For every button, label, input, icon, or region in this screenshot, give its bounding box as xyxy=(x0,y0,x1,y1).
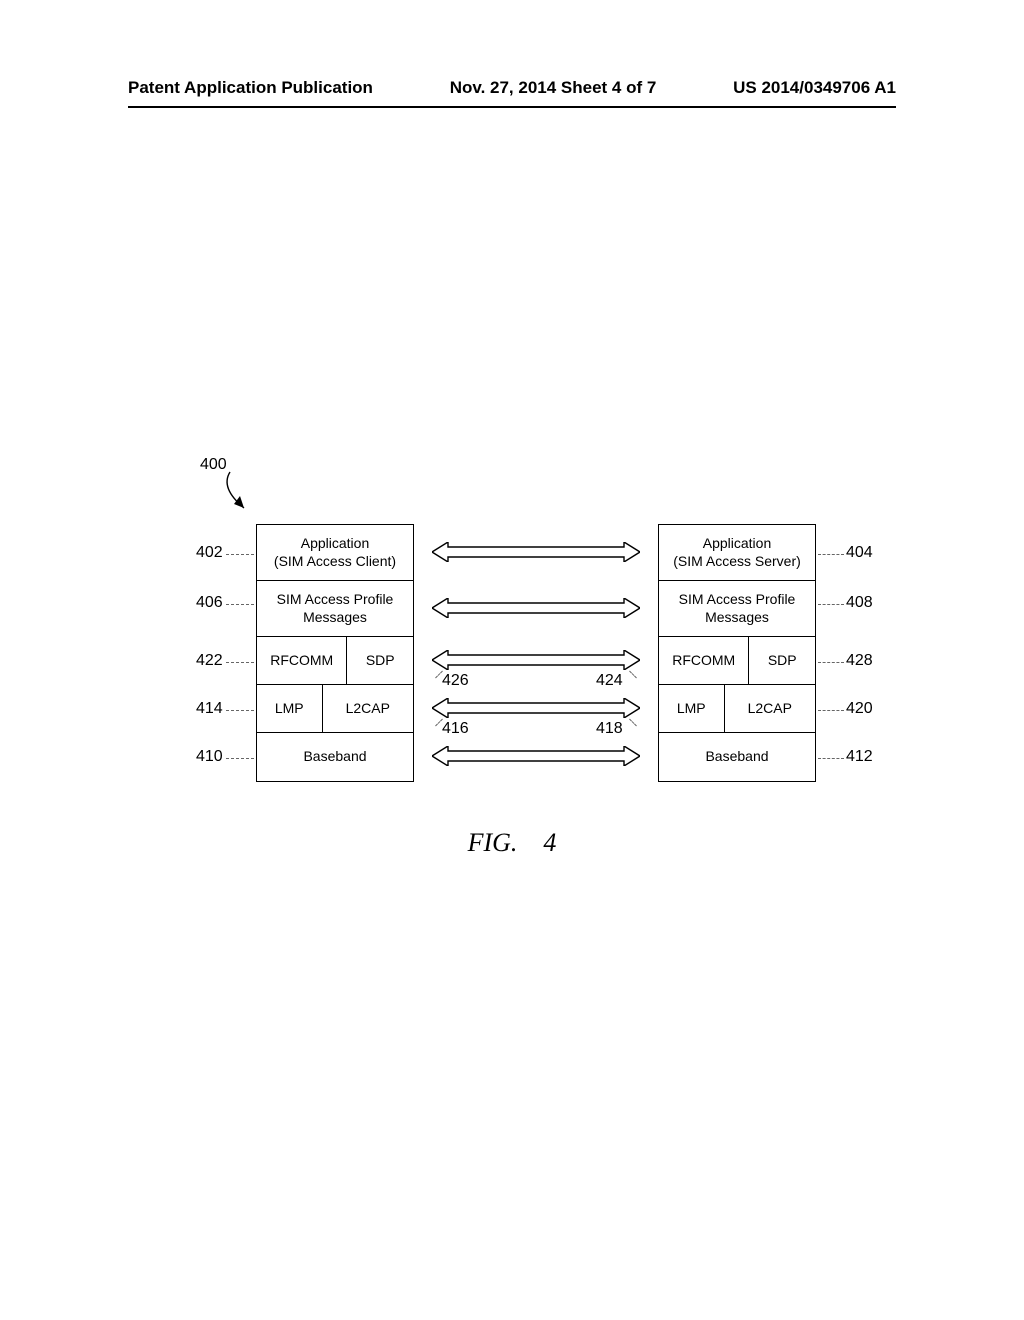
client-app-line1: Application xyxy=(301,535,370,553)
leader-424 xyxy=(629,671,637,679)
ref-414: 414 xyxy=(196,700,223,718)
ref-408: 408 xyxy=(846,594,873,612)
client-rfcomm-label: RFCOMM xyxy=(270,652,333,670)
leader-402 xyxy=(226,554,254,555)
leader-420 xyxy=(818,710,844,711)
figure-caption-number: 4 xyxy=(543,828,556,857)
ref-426: 426 xyxy=(442,672,469,690)
server-lmp-l2cap-layer: LMP L2CAP xyxy=(659,685,815,733)
ref-420: 420 xyxy=(846,700,873,718)
client-sdp-label: SDP xyxy=(366,652,395,670)
leader-404 xyxy=(818,554,844,555)
leader-414 xyxy=(226,710,254,711)
arrow-baseband-layer xyxy=(432,746,640,766)
client-sdp-cell: SDP xyxy=(347,637,413,684)
server-app-layer: Application (SIM Access Server) xyxy=(659,525,815,581)
client-sap-line1: SIM Access Profile xyxy=(277,591,394,609)
ref-402: 402 xyxy=(196,544,223,562)
client-rfcomm-cell: RFCOMM xyxy=(257,637,347,684)
page: Patent Application Publication Nov. 27, … xyxy=(0,0,1024,1320)
leader-418 xyxy=(629,719,637,727)
server-sdp-label: SDP xyxy=(768,652,797,670)
client-l2cap-label: L2CAP xyxy=(346,700,390,718)
header-right: US 2014/0349706 A1 xyxy=(733,78,896,98)
arrow-lmp-layer xyxy=(432,698,640,718)
arrow-rfcomm-layer xyxy=(432,650,640,670)
client-l2cap-cell: L2CAP xyxy=(323,685,413,732)
arrow-sap-layer xyxy=(432,598,640,618)
leader-410 xyxy=(226,758,254,759)
server-rfcomm-cell: RFCOMM xyxy=(659,637,749,684)
server-sdp-cell: SDP xyxy=(749,637,815,684)
ref-428: 428 xyxy=(846,652,873,670)
client-app-line2: (SIM Access Client) xyxy=(274,553,396,571)
server-rfcomm-sdp-layer: RFCOMM SDP xyxy=(659,637,815,685)
client-rfcomm-sdp-layer: RFCOMM SDP xyxy=(257,637,413,685)
leader-422 xyxy=(226,662,254,663)
server-lmp-label: LMP xyxy=(677,700,706,718)
server-l2cap-label: L2CAP xyxy=(748,700,792,718)
server-rfcomm-label: RFCOMM xyxy=(672,652,735,670)
client-lmp-cell: LMP xyxy=(257,685,323,732)
client-lmp-l2cap-layer: LMP L2CAP xyxy=(257,685,413,733)
client-stack: Application (SIM Access Client) SIM Acce… xyxy=(256,524,414,782)
ref-424: 424 xyxy=(596,672,623,690)
ref-418: 418 xyxy=(596,720,623,738)
client-app-layer: Application (SIM Access Client) xyxy=(257,525,413,581)
ref-410: 410 xyxy=(196,748,223,766)
server-app-line1: Application xyxy=(703,535,772,553)
leader-428 xyxy=(818,662,844,663)
client-sap-layer: SIM Access Profile Messages xyxy=(257,581,413,637)
server-app-line2: (SIM Access Server) xyxy=(673,553,801,571)
client-baseband-layer: Baseband xyxy=(257,733,413,781)
header-left: Patent Application Publication xyxy=(128,78,373,98)
leader-412 xyxy=(818,758,844,759)
figure-caption-prefix: FIG. xyxy=(468,828,518,857)
ref-406: 406 xyxy=(196,594,223,612)
figure-caption: FIG. 4 xyxy=(0,828,1024,858)
leader-arrow-400 xyxy=(210,468,260,518)
server-sap-line1: SIM Access Profile xyxy=(679,591,796,609)
ref-404: 404 xyxy=(846,544,873,562)
header-rule xyxy=(128,106,896,108)
server-stack: Application (SIM Access Server) SIM Acce… xyxy=(658,524,816,782)
header-center: Nov. 27, 2014 Sheet 4 of 7 xyxy=(450,78,657,98)
ref-416: 416 xyxy=(442,720,469,738)
leader-406 xyxy=(226,604,254,605)
server-sap-line2: Messages xyxy=(705,609,769,627)
server-sap-layer: SIM Access Profile Messages xyxy=(659,581,815,637)
server-lmp-cell: LMP xyxy=(659,685,725,732)
server-l2cap-cell: L2CAP xyxy=(725,685,815,732)
client-lmp-label: LMP xyxy=(275,700,304,718)
server-baseband-label: Baseband xyxy=(705,748,768,766)
page-header: Patent Application Publication Nov. 27, … xyxy=(0,78,1024,98)
server-baseband-layer: Baseband xyxy=(659,733,815,781)
arrow-app-layer xyxy=(432,542,640,562)
leader-408 xyxy=(818,604,844,605)
ref-422: 422 xyxy=(196,652,223,670)
ref-412: 412 xyxy=(846,748,873,766)
client-sap-line2: Messages xyxy=(303,609,367,627)
client-baseband-label: Baseband xyxy=(303,748,366,766)
